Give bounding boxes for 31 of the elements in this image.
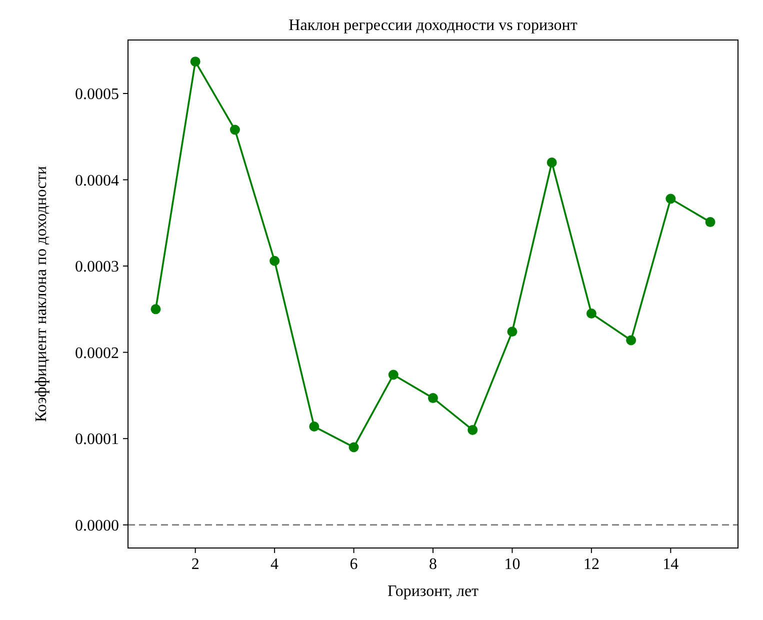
point: [666, 194, 676, 204]
y-tick-label: 0.0003: [75, 258, 119, 276]
point: [428, 393, 438, 404]
y-tick-label: 0.0001: [75, 431, 119, 448]
x-tick-label: 2: [191, 556, 200, 573]
point: [546, 158, 557, 168]
point: [190, 56, 200, 67]
chart-title: Наклон регрессии доходности vs горизонт: [288, 17, 578, 34]
point: [705, 217, 716, 228]
point: [270, 256, 280, 266]
point: [586, 308, 596, 318]
y-tick-label: 0.0005: [75, 86, 119, 104]
point: [468, 424, 478, 435]
point: [348, 442, 359, 452]
point: [230, 124, 240, 135]
x-tick-label: 10: [504, 556, 520, 573]
point: [150, 304, 161, 314]
y-tick-label: 0.0002: [75, 344, 119, 362]
x-tick-label: 14: [662, 556, 679, 573]
point: [309, 422, 320, 432]
point: [388, 370, 398, 380]
y-axis-title: Коэффициент наклона по доходности: [33, 166, 50, 422]
y-tick-label: 0.0004: [75, 172, 119, 190]
point: [507, 326, 518, 337]
x-tick-label: 4: [270, 556, 279, 573]
x-tick-label: 12: [583, 556, 600, 573]
y-tick-label: 0.0000: [75, 517, 119, 534]
x-tick-label: 6: [350, 556, 358, 573]
x-tick-label: 8: [429, 556, 437, 573]
x-axis-title: Горизонт, лет: [387, 583, 479, 600]
point: [626, 335, 636, 346]
